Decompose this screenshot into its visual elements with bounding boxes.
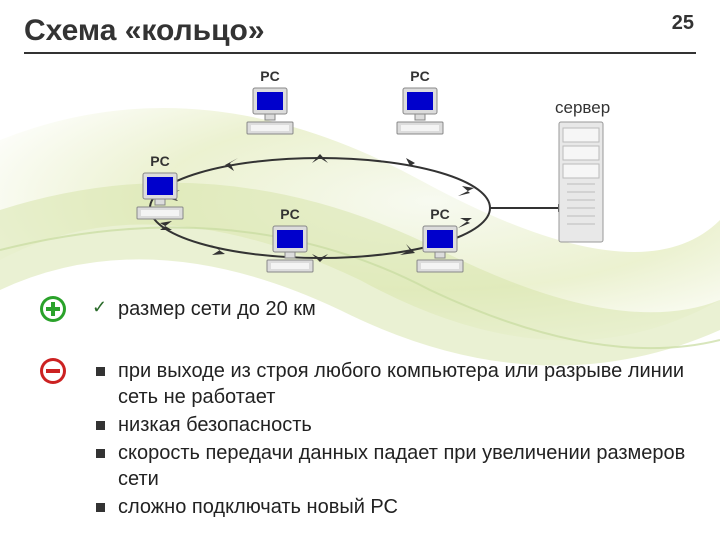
- pc-node-1: PC: [245, 68, 295, 146]
- pc-label: PC: [415, 206, 465, 222]
- page-number: 25: [672, 12, 694, 35]
- plus-icon: [38, 294, 68, 324]
- ring-topology-diagram: PC PC PC PC: [60, 58, 660, 288]
- page-title: Схема «кольцо»: [24, 14, 265, 48]
- pc-label: PC: [265, 206, 315, 222]
- pc-label: PC: [245, 68, 295, 84]
- server-node: сервер: [555, 98, 610, 253]
- pc-node-4: PC: [265, 206, 315, 284]
- title-underline: [24, 52, 696, 54]
- list-item: низкая безопасность: [90, 412, 690, 438]
- computer-icon: [395, 86, 445, 141]
- pc-node-2: PC: [395, 68, 445, 146]
- list-item: сложно подключать новый РС: [90, 494, 690, 520]
- computer-icon: [265, 224, 315, 279]
- pros-list: размер сети до 20 км: [90, 296, 670, 324]
- pc-label: PC: [135, 153, 185, 169]
- minus-icon: [38, 356, 68, 386]
- computer-icon: [245, 86, 295, 141]
- pc-label: PC: [395, 68, 445, 84]
- computer-icon: [135, 171, 185, 226]
- cons-list: при выходе из строя любого компьютера ил…: [90, 358, 690, 522]
- computer-icon: [415, 224, 465, 279]
- list-item: размер сети до 20 км: [90, 296, 670, 322]
- list-item: при выходе из строя любого компьютера ил…: [90, 358, 690, 410]
- server-icon: [555, 118, 607, 248]
- pc-node-3: PC: [135, 153, 185, 231]
- pc-node-5: PC: [415, 206, 465, 284]
- server-label: сервер: [555, 98, 610, 118]
- list-item: скорость передачи данных падает при увел…: [90, 440, 690, 492]
